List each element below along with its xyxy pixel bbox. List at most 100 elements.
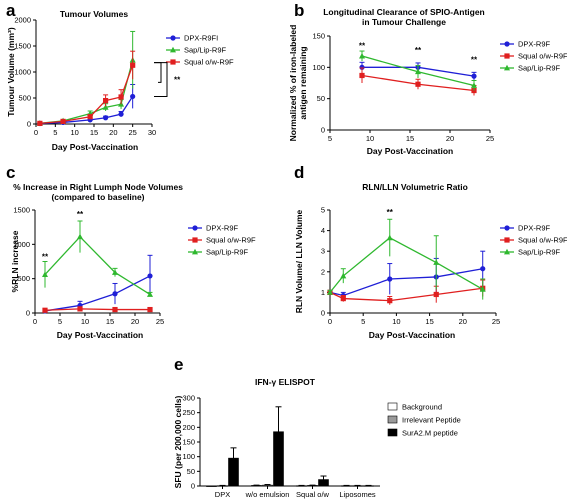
x-tick-label: 30: [148, 128, 156, 137]
y-tick-label: 2: [321, 267, 325, 276]
legend-marker: [170, 35, 176, 41]
significance-marker: **: [77, 210, 84, 219]
chart-title-line: in Tumour Challenge: [362, 17, 446, 27]
significance-marker: **: [359, 42, 366, 51]
legend-swatch: [387, 402, 398, 411]
y-axis-label-line: Normalized % of iron-labeled: [288, 25, 298, 142]
data-point: [433, 291, 439, 298]
y-tick-label: 150: [182, 438, 195, 447]
legend-label: Sap/Lip-R9F: [518, 248, 561, 257]
data-point: [359, 64, 365, 70]
bar: [206, 485, 217, 487]
significance-marker: **: [415, 46, 422, 55]
y-tick-label: 1000: [14, 68, 31, 77]
y-tick-label: 5: [321, 206, 325, 215]
x-tick-label: 25: [128, 128, 136, 137]
significance-marker: **: [42, 252, 49, 261]
x-tick-label: 20: [131, 317, 139, 326]
data-point: [130, 62, 136, 68]
y-tick-label: 0: [321, 309, 325, 318]
x-tick-label: 5: [361, 317, 365, 326]
y-tick-label: 100: [312, 63, 325, 72]
y-tick-label: 250: [182, 408, 195, 417]
data-point: [77, 233, 83, 240]
series-line: [44, 235, 151, 296]
data-point: [112, 291, 118, 297]
legend-marker: [504, 225, 510, 231]
legend-marker: [192, 248, 198, 255]
panel-label: b: [294, 1, 304, 20]
x-tick-label: 15: [106, 317, 114, 326]
y-tick-label: 50: [317, 94, 325, 103]
legend-marker: [504, 64, 510, 71]
y-axis-label: %RLN increase: [10, 230, 20, 292]
x-axis-label: Day Post-Vaccination: [367, 146, 453, 156]
legend-label: SurA2.M peptide: [402, 429, 458, 438]
data-point: [147, 291, 153, 297]
chart-title: RLN/LLN Volumetric Ratio: [362, 182, 468, 192]
series-line: [329, 237, 484, 293]
data-point: [359, 72, 365, 79]
x-tick-label: 20: [446, 134, 454, 143]
y-tick-label: 150: [312, 32, 325, 41]
data-point: [87, 114, 93, 120]
series-line: [39, 65, 134, 125]
data-point: [102, 104, 109, 110]
y-tick-label: 500: [17, 274, 30, 283]
legend-marker: [504, 41, 510, 47]
bar: [262, 484, 273, 487]
data-point: [147, 273, 153, 279]
bar: [273, 431, 284, 487]
x-tick-label: 10: [392, 317, 400, 326]
y-tick-label: 4: [321, 226, 325, 235]
legend-label: DPX-R9F: [518, 40, 551, 49]
data-point: [480, 266, 486, 272]
y-tick-label: 100: [182, 452, 195, 461]
y-tick-label: 300: [182, 394, 195, 403]
y-tick-label: 50: [187, 467, 195, 476]
data-point: [387, 298, 393, 304]
legend-label: Irrelevant Peptide: [402, 416, 461, 425]
y-tick-label: 1: [321, 288, 325, 297]
data-point: [130, 93, 136, 100]
data-point: [118, 94, 124, 100]
x-tick-label: 5: [53, 128, 57, 137]
panel-label: d: [294, 163, 304, 182]
significance-bracket: [154, 62, 162, 83]
data-point: [37, 120, 43, 126]
significance-marker: **: [387, 208, 394, 217]
y-axis-label: SFU (per 200,000 cells): [173, 396, 183, 489]
legend-label: Sap/Lip-R9F: [206, 248, 249, 257]
x-tick-label: 15: [406, 134, 414, 143]
series-line: [329, 287, 483, 302]
data-point: [103, 98, 109, 104]
series-line: [44, 275, 151, 312]
data-point: [387, 276, 393, 282]
legend-label: Squal o/w-R9F: [206, 236, 256, 245]
chart-title-line: Longitudinal Clearance of SPIO-Antigen: [323, 7, 485, 17]
y-tick-label: 0: [27, 120, 31, 129]
data-point: [42, 307, 48, 313]
x-category-label: DPX: [215, 490, 230, 499]
x-tick-label: 20: [459, 317, 467, 326]
x-category-label: w/o emulsion: [245, 490, 290, 499]
legend-marker: [170, 59, 176, 65]
data-point: [386, 234, 393, 241]
x-tick-label: 0: [34, 128, 38, 137]
panel-label: c: [6, 163, 15, 182]
x-axis-label: Day Post-Vaccination: [369, 330, 455, 340]
legend-marker: [192, 225, 198, 231]
legend-label: Sap/Lip-R9F: [518, 64, 561, 73]
y-tick-label: 500: [18, 94, 31, 103]
legend-marker: [504, 237, 510, 243]
bar: [228, 457, 239, 487]
legend-label: DPX-R9F: [518, 224, 551, 233]
legend-label: Squal o/w-R9F: [518, 52, 567, 61]
y-tick-label: 0: [26, 309, 30, 318]
legend-marker: [504, 248, 510, 255]
chart-title-line: (compared to baseline): [51, 192, 144, 202]
data-point: [415, 68, 421, 75]
x-tick-label: 25: [492, 317, 500, 326]
data-point: [60, 118, 66, 124]
